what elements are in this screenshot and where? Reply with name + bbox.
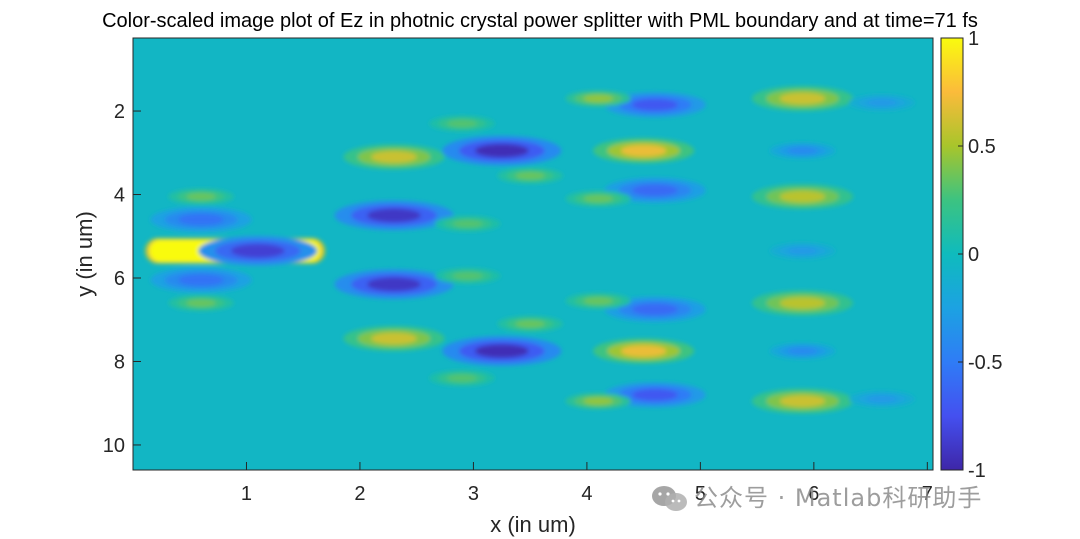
field-blob bbox=[867, 99, 897, 107]
field-map bbox=[133, 38, 933, 470]
field-blob bbox=[453, 220, 483, 228]
colorbar-tick-label: -0.5 bbox=[968, 352, 1002, 374]
field-blob bbox=[632, 99, 678, 111]
y-axis-label: y (in um) bbox=[72, 211, 97, 297]
field-blob bbox=[515, 320, 545, 328]
y-tick-label: 4 bbox=[114, 185, 125, 207]
y-tick-label: 6 bbox=[114, 268, 125, 290]
field-blob bbox=[583, 94, 613, 103]
field-blob bbox=[371, 151, 417, 163]
field-blob bbox=[787, 147, 818, 155]
field-blob bbox=[178, 213, 224, 226]
y-tick-label: 2 bbox=[114, 101, 125, 123]
field-blob bbox=[632, 389, 678, 401]
x-tick-label: 7 bbox=[922, 483, 933, 505]
field-blob bbox=[583, 297, 613, 305]
field-blob bbox=[632, 184, 678, 197]
field-blob bbox=[787, 247, 818, 255]
field-blob bbox=[367, 208, 421, 223]
field-blob bbox=[447, 374, 477, 382]
plot-frame bbox=[132, 37, 934, 471]
field-blob bbox=[620, 144, 667, 157]
field-blob bbox=[474, 143, 529, 158]
field-blob bbox=[632, 303, 678, 316]
y-tick-label: 8 bbox=[114, 351, 125, 373]
colorbar-tick-label: 1 bbox=[968, 28, 979, 50]
x-tick-label: 6 bbox=[808, 483, 819, 505]
colorbar-tick-label: 0 bbox=[968, 244, 979, 266]
watermark: 公众号 · Matlab科研助手 bbox=[650, 478, 982, 514]
x-axis: 1 2 3 4 5 6 7 bbox=[241, 462, 933, 505]
field-blob bbox=[515, 172, 545, 180]
field-blob bbox=[453, 272, 483, 280]
field-blob bbox=[367, 277, 421, 291]
wechat-icon bbox=[650, 484, 690, 514]
y-axis: 2 4 6 8 10 bbox=[103, 101, 141, 457]
watermark-text: 公众号 · Matlab科研助手 bbox=[694, 484, 983, 512]
field-blob bbox=[867, 395, 897, 403]
field-blob bbox=[178, 274, 224, 286]
colorbar-tick-label: -1 bbox=[968, 460, 986, 482]
field-blob bbox=[186, 299, 216, 307]
field-blob bbox=[583, 397, 613, 405]
chart-title: Color-scaled image plot of Ez in photnic… bbox=[102, 10, 978, 32]
field-blob bbox=[474, 344, 529, 358]
field-blob bbox=[231, 244, 285, 258]
field-blob bbox=[787, 347, 818, 355]
field-blob bbox=[779, 92, 826, 105]
field-blob bbox=[620, 345, 667, 357]
x-tick-label: 2 bbox=[354, 483, 365, 505]
field-blob bbox=[779, 395, 826, 407]
colorbar-tick-label: 0.5 bbox=[968, 136, 996, 158]
x-tick-label: 1 bbox=[241, 483, 252, 505]
x-tick-label: 4 bbox=[581, 483, 592, 505]
field-blob bbox=[583, 195, 613, 203]
x-tick-label: 3 bbox=[468, 483, 479, 505]
colorbar-axis: 1 0.5 0 -0.5 -1 bbox=[958, 28, 1002, 482]
field-blob bbox=[447, 119, 477, 128]
field-blob bbox=[779, 297, 826, 309]
x-tick-label: 5 bbox=[695, 483, 706, 505]
y-tick-label: 10 bbox=[103, 435, 125, 457]
x-axis-label: x (in um) bbox=[490, 512, 576, 537]
field-blob bbox=[779, 190, 826, 203]
field-blob bbox=[186, 192, 216, 201]
field-blob bbox=[371, 332, 417, 345]
